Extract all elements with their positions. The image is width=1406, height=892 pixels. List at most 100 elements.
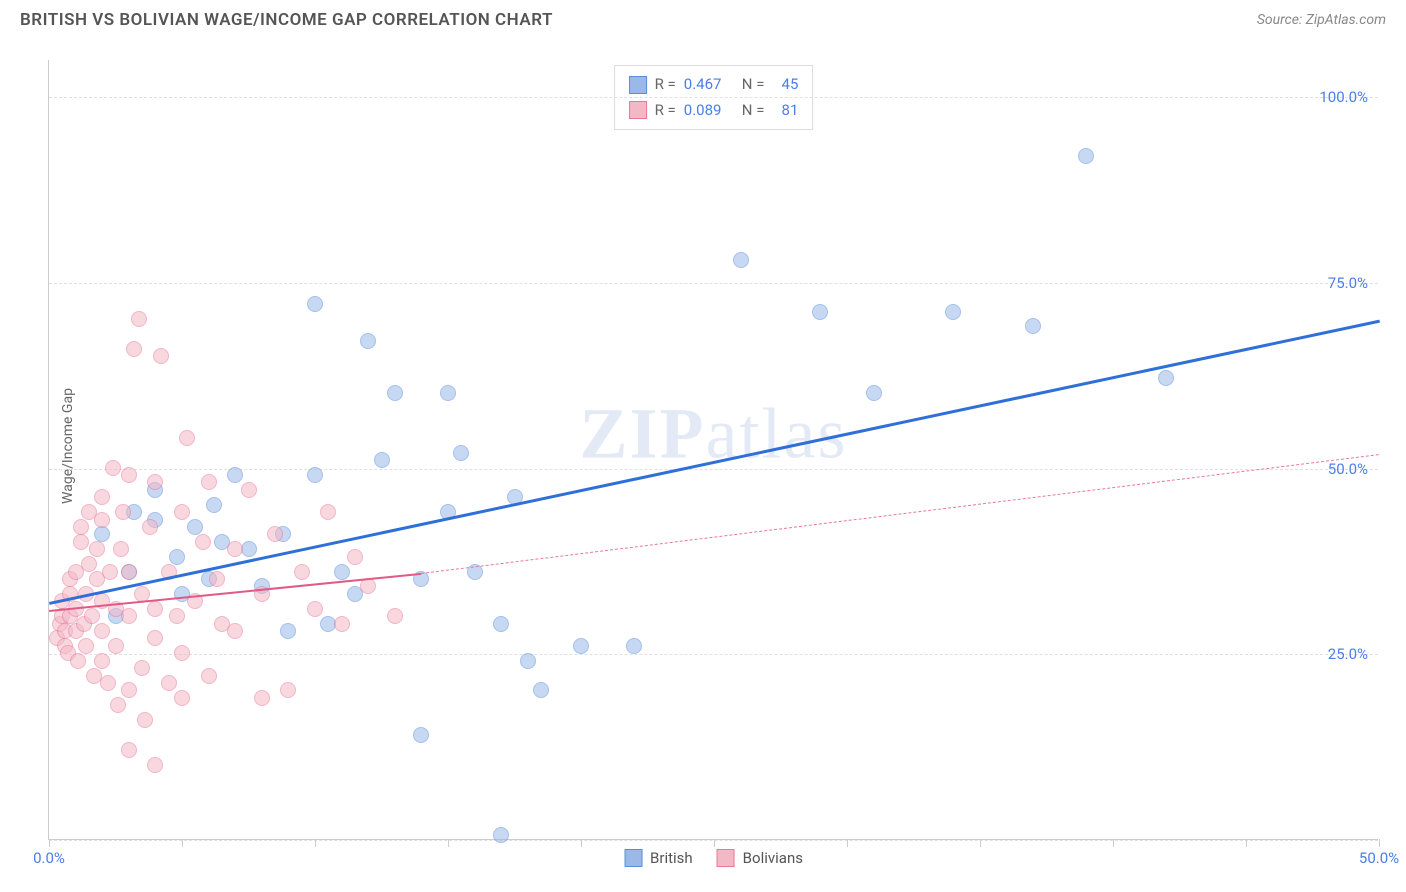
data-point	[201, 668, 217, 684]
data-point	[161, 675, 177, 691]
y-tick-label: 50.0%	[1328, 460, 1368, 478]
data-point	[334, 564, 350, 580]
data-point	[94, 489, 110, 505]
data-point	[307, 296, 323, 312]
x-tick	[980, 839, 981, 847]
data-point	[110, 697, 126, 713]
data-point	[121, 742, 137, 758]
x-tick	[448, 839, 449, 847]
data-point	[493, 616, 509, 632]
data-point	[866, 385, 882, 401]
x-tick-label: 0.0%	[33, 849, 65, 867]
data-point	[307, 601, 323, 617]
data-point	[387, 385, 403, 401]
data-point	[100, 675, 116, 691]
data-point	[102, 564, 118, 580]
data-point	[206, 497, 222, 513]
x-tick	[714, 839, 715, 847]
legend-label: British	[650, 849, 693, 867]
x-tick	[182, 839, 183, 847]
data-point	[94, 526, 110, 542]
data-point	[187, 519, 203, 535]
data-point	[73, 534, 89, 550]
n-value: 45	[772, 72, 798, 98]
gridline	[49, 97, 1378, 98]
data-point	[174, 645, 190, 661]
data-point	[227, 467, 243, 483]
data-point	[334, 616, 350, 632]
gridline	[49, 654, 1378, 655]
legend-row-bolivians: R = 0.089 N = 81	[629, 98, 799, 124]
data-point	[1158, 370, 1174, 386]
x-tick-label: 50.0%	[1359, 849, 1399, 867]
data-point	[121, 608, 137, 624]
data-point	[733, 252, 749, 268]
y-tick-label: 25.0%	[1328, 645, 1368, 663]
r-value: 0.467	[684, 72, 734, 98]
data-point	[121, 467, 137, 483]
swatch-bolivians	[717, 849, 735, 867]
data-point	[1025, 318, 1041, 334]
data-point	[307, 467, 323, 483]
data-point	[227, 623, 243, 639]
n-value: 81	[772, 98, 798, 124]
data-point	[573, 638, 589, 654]
data-point	[227, 541, 243, 557]
data-point	[78, 638, 94, 654]
data-point	[320, 504, 336, 520]
data-point	[812, 304, 828, 320]
data-point	[70, 653, 86, 669]
data-point	[945, 304, 961, 320]
data-point	[94, 623, 110, 639]
gridline	[49, 283, 1378, 284]
data-point	[134, 660, 150, 676]
x-tick	[49, 839, 50, 847]
n-label: N =	[742, 72, 765, 98]
data-point	[142, 519, 158, 535]
data-point	[121, 682, 137, 698]
x-tick	[581, 839, 582, 847]
data-point	[209, 571, 225, 587]
data-point	[294, 564, 310, 580]
data-point	[105, 460, 121, 476]
trend-line	[421, 454, 1379, 574]
x-tick	[1379, 839, 1380, 847]
scatter-plot-area: ZIPatlas R = 0.467 N = 45 R = 0.089 N = …	[48, 60, 1378, 840]
y-tick-label: 100.0%	[1319, 88, 1368, 106]
data-point	[113, 541, 129, 557]
data-point	[115, 504, 131, 520]
data-point	[626, 638, 642, 654]
data-point	[147, 757, 163, 773]
data-point	[440, 385, 456, 401]
data-point	[137, 712, 153, 728]
chart-source: Source: ZipAtlas.com	[1257, 12, 1386, 28]
x-tick	[315, 839, 316, 847]
n-label: N =	[742, 98, 765, 124]
chart-title: BRITISH VS BOLIVIAN WAGE/INCOME GAP CORR…	[20, 10, 553, 30]
data-point	[94, 512, 110, 528]
data-point	[280, 682, 296, 698]
data-point	[131, 311, 147, 327]
data-point	[94, 653, 110, 669]
data-point	[73, 519, 89, 535]
swatch-bolivians	[629, 101, 647, 119]
swatch-british	[624, 849, 642, 867]
legend-row-british: R = 0.467 N = 45	[629, 72, 799, 98]
legend-label: Bolivians	[743, 849, 803, 867]
r-label: R =	[655, 98, 676, 124]
data-point	[267, 526, 283, 542]
data-point	[84, 608, 100, 624]
data-point	[347, 549, 363, 565]
data-point	[169, 608, 185, 624]
trend-line	[49, 320, 1380, 605]
data-point	[254, 690, 270, 706]
x-tick	[1246, 839, 1247, 847]
data-point	[147, 630, 163, 646]
data-point	[360, 333, 376, 349]
data-point	[1078, 148, 1094, 164]
data-point	[520, 653, 536, 669]
data-point	[174, 690, 190, 706]
data-point	[147, 601, 163, 617]
data-point	[280, 623, 296, 639]
data-point	[413, 727, 429, 743]
